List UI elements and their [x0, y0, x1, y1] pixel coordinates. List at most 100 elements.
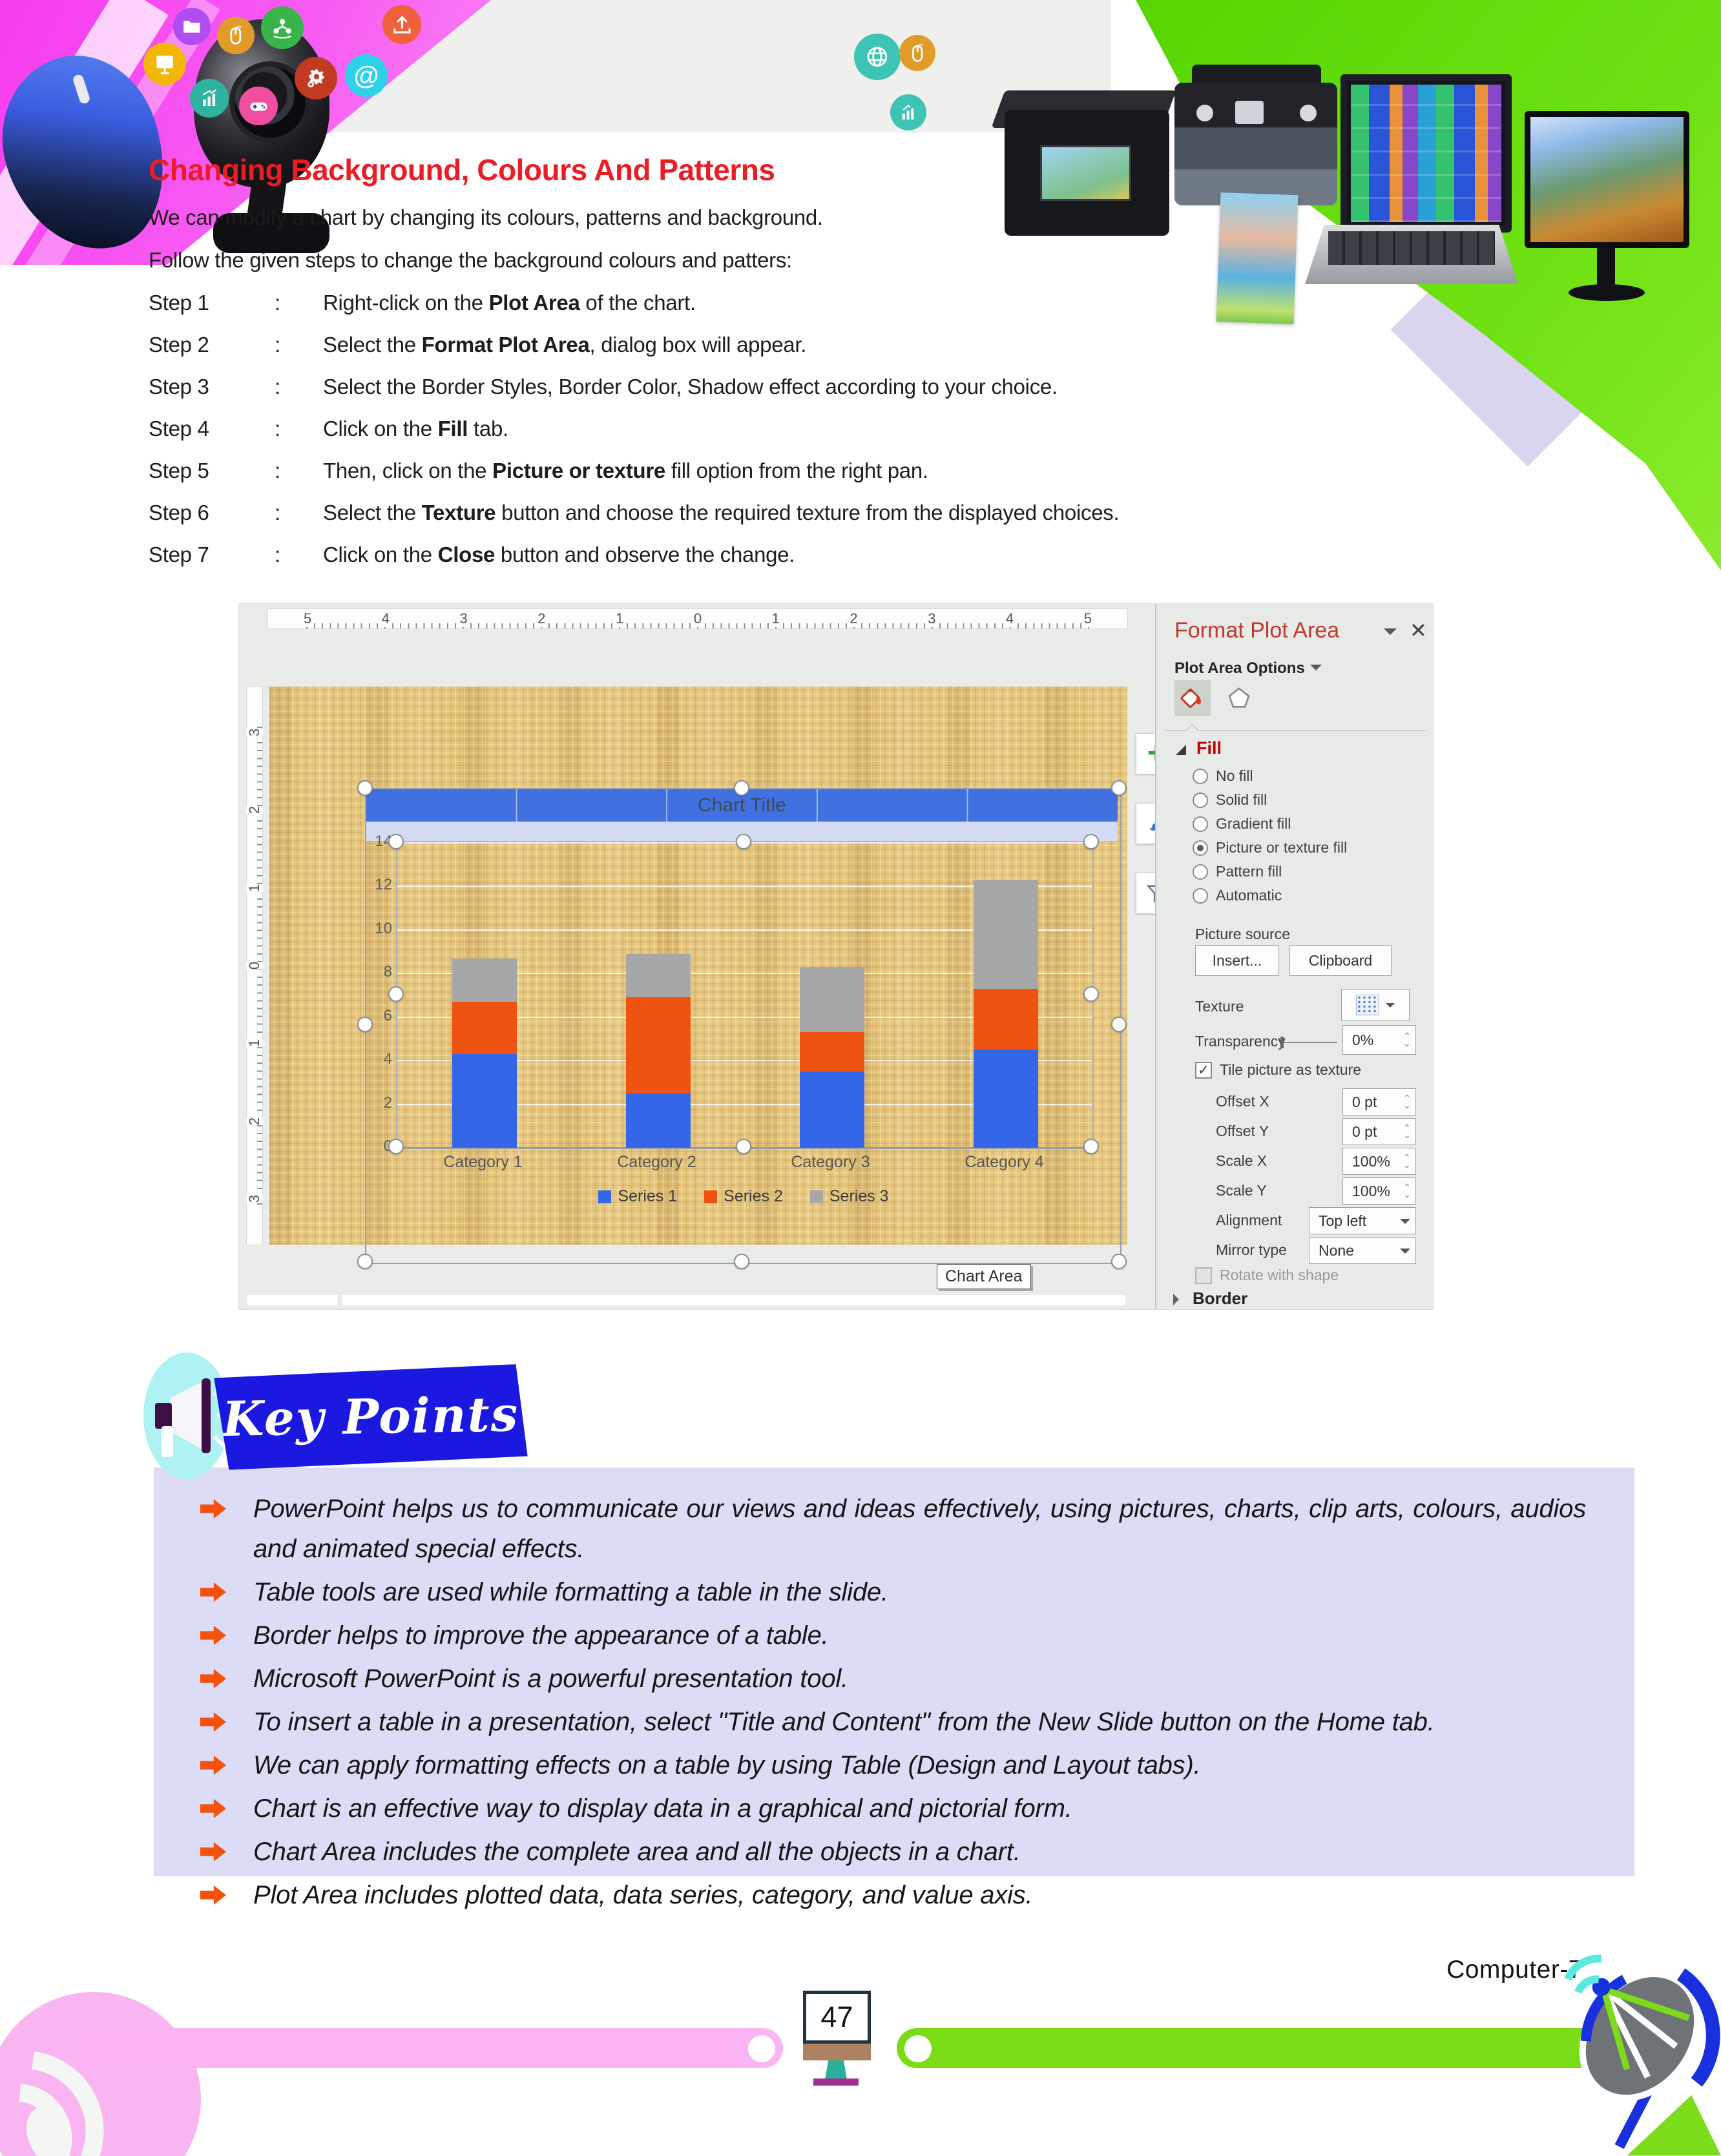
selection-handle[interactable] [1083, 986, 1099, 1002]
printer-knob-detail [1196, 105, 1213, 121]
dropdown-caret-icon[interactable] [1400, 1249, 1410, 1259]
field-input[interactable]: Top left [1309, 1207, 1416, 1234]
fill-section-collapse-icon[interactable] [1176, 745, 1186, 755]
radio-icon [1193, 840, 1208, 856]
field-input[interactable]: 100% ⌃ ⌄ [1342, 1177, 1416, 1205]
step-text: Select the Format Plot Area, dialog box … [323, 333, 807, 357]
border-section-heading[interactable]: Border [1193, 1289, 1248, 1308]
step-colon: : [275, 417, 280, 441]
y-axis-tick-label: 10 [375, 919, 392, 937]
selection-handle[interactable] [388, 1139, 404, 1154]
fill-option-radio[interactable]: Picture or texture fill [1193, 836, 1347, 860]
gamepad-icon [239, 87, 278, 125]
field-input[interactable]: 0 pt ⌃ ⌄ [1342, 1118, 1416, 1145]
border-section-expand-icon[interactable] [1173, 1294, 1185, 1305]
key-point-item: Chart Area includes the complete area an… [200, 1832, 1586, 1872]
gridline [397, 1060, 1092, 1062]
fill-option-radio[interactable]: Automatic [1193, 884, 1282, 907]
key-points-heading: Key Points [222, 1386, 520, 1448]
stacked-bar-segment [799, 967, 864, 1033]
step-text: Click on the Close button and observe th… [323, 543, 795, 566]
selection-handle[interactable] [1083, 1139, 1099, 1154]
selection-handle[interactable] [1083, 834, 1099, 849]
fill-option-radio[interactable]: Gradient fill [1193, 812, 1291, 836]
step-label: Step 1 [149, 291, 209, 315]
options-dropdown-caret-icon[interactable] [1310, 665, 1322, 676]
radio-icon [1193, 887, 1208, 904]
selection-handle[interactable] [357, 1017, 373, 1032]
stacked-bar-segment [452, 958, 517, 1002]
fill-option-radio[interactable]: No fill [1193, 764, 1253, 788]
key-point-item: PowerPoint helps us to communicate our v… [200, 1489, 1586, 1569]
selection-handle[interactable] [734, 780, 749, 796]
checkbox-checked-icon[interactable]: ✓ [1195, 1061, 1212, 1079]
spinner-arrows-icon[interactable]: ⌃ ⌄ [1403, 1182, 1411, 1199]
panel-close-icon[interactable]: ✕ [1410, 619, 1427, 642]
step-text: Then, click on the Picture or texture fi… [323, 459, 928, 482]
step-row: Step 6 : Select the Texture button and c… [149, 501, 1596, 525]
panel-field-row: Mirror type None [1216, 1237, 1416, 1264]
effects-tab[interactable] [1221, 680, 1257, 716]
selection-handle[interactable] [736, 834, 751, 849]
stacked-bar-segment [452, 1002, 517, 1055]
spinner-arrows-icon[interactable]: ⌃ ⌄ [1403, 1031, 1411, 1048]
stacked-bar-segment [973, 880, 1038, 989]
steps-list: Step 1 : Right-click on the Plot Area of… [149, 291, 1596, 585]
stacked-bar-segment [973, 1050, 1038, 1148]
plot-area-options-label[interactable]: Plot Area Options [1174, 659, 1305, 677]
key-point-item: To insert a table in a presentation, sel… [200, 1702, 1586, 1742]
selection-handle[interactable] [1111, 780, 1127, 796]
fill-option-radio[interactable]: Pattern fill [1193, 860, 1282, 884]
monitor-stand-detail [1597, 248, 1615, 288]
field-input[interactable]: None [1309, 1237, 1416, 1264]
field-input[interactable]: 100% ⌃ ⌄ [1342, 1148, 1416, 1175]
wifi-signal-badge [0, 1992, 201, 2156]
laptop-keyboard-detail [1305, 225, 1518, 284]
selection-handle[interactable] [388, 986, 404, 1002]
spinner-arrows-icon[interactable]: ⌃ ⌄ [1403, 1123, 1411, 1140]
category-label: Category 1 [443, 1153, 523, 1171]
radio-icon [1193, 816, 1208, 832]
tile-picture-checkbox-row[interactable]: ✓ Tile picture as texture [1195, 1061, 1361, 1079]
globe-icon [854, 34, 901, 80]
slide-canvas[interactable]: Chart Title Category 1 Category 2 Category… [269, 687, 1127, 1269]
plot-area[interactable] [396, 842, 1094, 1149]
selection-handle[interactable] [1111, 1254, 1127, 1269]
selection-handle[interactable] [388, 834, 404, 849]
texture-picker-button[interactable] [1341, 989, 1410, 1021]
fill-section-heading[interactable]: Fill [1196, 738, 1222, 758]
horizontal-scrollbar[interactable] [342, 1295, 1125, 1305]
transparency-slider[interactable] [1283, 1042, 1337, 1043]
step-colon: : [275, 543, 280, 566]
legend-swatch-icon [704, 1190, 718, 1203]
selection-handle[interactable] [736, 1139, 751, 1154]
fill-and-line-tab[interactable] [1174, 680, 1211, 716]
panel-menu-caret-icon[interactable] [1384, 628, 1397, 641]
fill-option-radio[interactable]: Solid fill [1193, 788, 1267, 812]
field-input[interactable]: 0 pt ⌃ ⌄ [1342, 1088, 1416, 1115]
insert-button[interactable]: Insert... [1195, 945, 1279, 976]
intro-line-1: We can modify a chart by changing its co… [149, 205, 823, 229]
spinner-arrows-icon[interactable]: ⌃ ⌄ [1403, 1093, 1411, 1110]
spinner-arrows-icon[interactable]: ⌃ ⌄ [1403, 1152, 1411, 1170]
checkbox-unchecked-icon[interactable] [1195, 1267, 1212, 1284]
legend-swatch-icon [598, 1190, 612, 1203]
selection-handle[interactable] [1111, 1017, 1127, 1032]
page-badge-stand [825, 2060, 847, 2080]
rotate-with-shape-checkbox-row[interactable]: Rotate with shape [1195, 1267, 1339, 1284]
selection-handle[interactable] [734, 1254, 749, 1269]
chart-icon-2 [890, 94, 926, 130]
laptop-image [1340, 74, 1512, 233]
printer-screen-detail [1235, 101, 1264, 124]
chart-title: Chart Title [698, 794, 786, 816]
clipboard-button[interactable]: Clipboard [1289, 945, 1392, 976]
selection-handle[interactable] [357, 780, 373, 796]
step-text: Right-click on the Plot Area of the char… [323, 291, 696, 315]
key-points-list: PowerPoint helps us to communicate our v… [200, 1489, 1586, 1918]
scrollbar-corner[interactable] [247, 1295, 337, 1305]
transparency-slider-knob[interactable] [1280, 1037, 1284, 1048]
transparency-spinbox[interactable]: 0% ⌃ ⌄ [1342, 1025, 1416, 1055]
dropdown-caret-icon[interactable] [1400, 1219, 1410, 1229]
selection-handle[interactable] [357, 1254, 373, 1269]
